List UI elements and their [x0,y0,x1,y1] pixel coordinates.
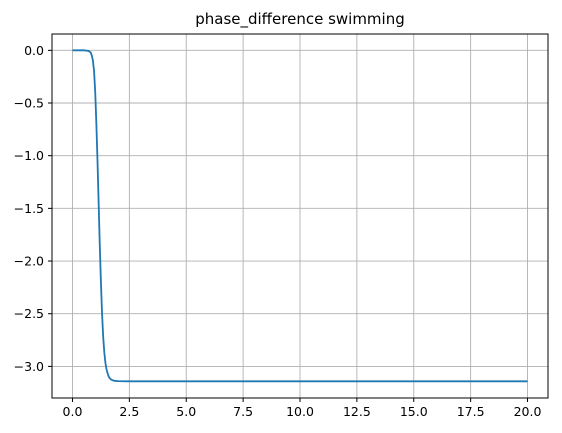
y-tick-label: −2.0 [14,254,44,269]
x-tick-label: 10.0 [286,404,314,419]
series-layer [72,49,528,383]
y-tick-label: −2.5 [14,306,44,321]
y-tick-label: −1.0 [14,148,44,163]
x-tick-label: 15.0 [400,404,428,419]
chart-title: phase_difference swimming [195,10,405,29]
y-tick-label: −3.0 [14,359,44,374]
series-line [72,49,528,383]
tick-layer: 0.0 2.5 5.0 7.5 10.0 12.5 15.0 17.5 20.0 0.0 −0.5 −… [14,43,542,419]
y-tick-label: 0.0 [24,43,44,58]
axes-frame [51,33,549,399]
y-tick-label: −0.5 [14,96,44,111]
x-tick-label: 12.5 [343,404,371,419]
grid-layer [52,34,548,398]
x-tick-label: 2.5 [119,404,139,419]
y-tick-label: −1.5 [14,201,44,216]
x-tick-label: 0.0 [63,404,83,419]
x-tick-label: 17.5 [457,404,485,419]
x-tick-label: 5.0 [176,404,196,419]
x-tick-label: 7.5 [233,404,253,419]
x-tick-label: 20.0 [514,404,542,419]
